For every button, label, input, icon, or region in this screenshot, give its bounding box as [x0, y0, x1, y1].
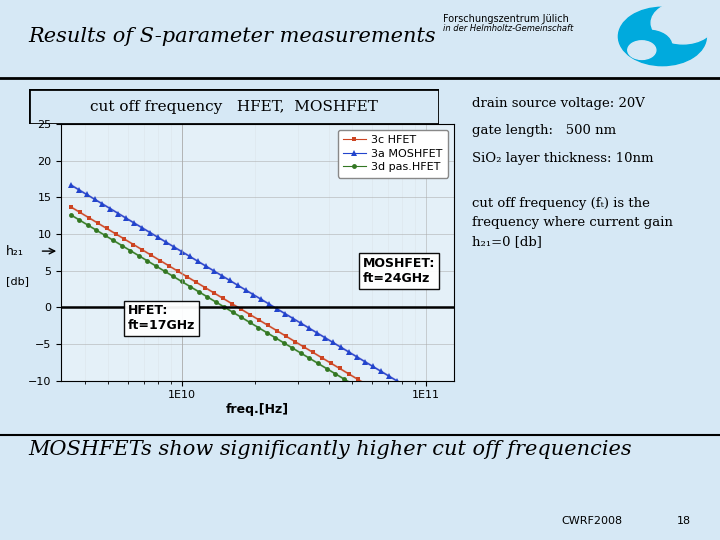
Text: [db]: [db]: [6, 276, 29, 286]
Text: MOSHFETs show significantly higher cut off frequencies: MOSHFETs show significantly higher cut o…: [29, 440, 632, 459]
Text: cut off frequency   HFET,  MOSHFET: cut off frequency HFET, MOSHFET: [90, 100, 378, 113]
Text: h₂₁: h₂₁: [6, 245, 24, 258]
Circle shape: [618, 7, 706, 66]
Legend: 3c HFET, 3a MOSHFET, 3d pas.HFET: 3c HFET, 3a MOSHFET, 3d pas.HFET: [338, 130, 448, 178]
Circle shape: [625, 30, 672, 61]
Text: Forschungszentrum Jülich: Forschungszentrum Jülich: [443, 14, 569, 24]
Text: cut off frequency (fₜ) is the
frequency where current gain
h₂₁=0 [db]: cut off frequency (fₜ) is the frequency …: [472, 197, 672, 248]
Text: MOSHFET:
ft=24GHz: MOSHFET: ft=24GHz: [362, 256, 435, 285]
Text: drain source voltage: 20V: drain source voltage: 20V: [472, 97, 644, 110]
Circle shape: [628, 41, 656, 59]
Text: HFET:
ft=17GHz: HFET: ft=17GHz: [127, 305, 195, 333]
Circle shape: [651, 2, 715, 44]
X-axis label: freq.[Hz]: freq.[Hz]: [226, 403, 289, 416]
Text: 18: 18: [677, 516, 691, 526]
Text: SiO₂ layer thickness: 10nm: SiO₂ layer thickness: 10nm: [472, 152, 653, 165]
Text: in der Helmholtz-Gemeinschaft: in der Helmholtz-Gemeinschaft: [443, 24, 573, 33]
Text: CWRF2008: CWRF2008: [562, 516, 623, 526]
Text: gate length:   500 nm: gate length: 500 nm: [472, 124, 616, 137]
Text: Results of S-parameter measurements: Results of S-parameter measurements: [29, 27, 436, 46]
